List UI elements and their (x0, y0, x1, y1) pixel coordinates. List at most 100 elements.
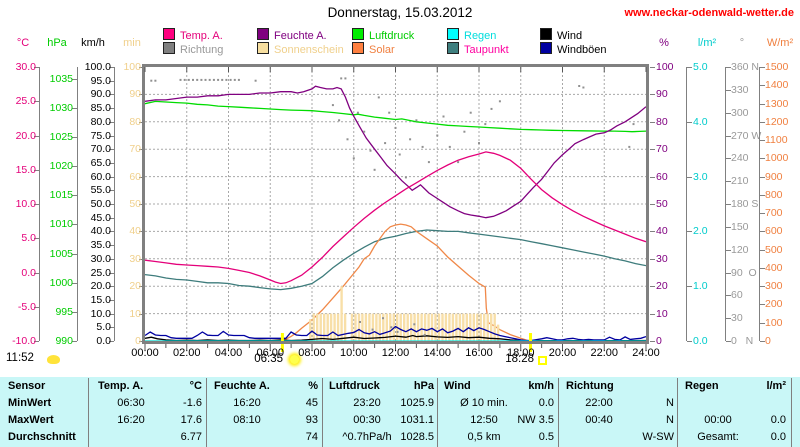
axis-tick-wind (109, 300, 114, 301)
axis-tick-label-humidity: 20 (656, 280, 668, 292)
axis-tick-solar (760, 177, 765, 178)
table-col-unit: hPa (413, 380, 434, 392)
axis-tick-wind (109, 314, 114, 315)
x-tick-label: 04:00 (214, 347, 243, 359)
table-row-label: MinWert (8, 397, 52, 409)
table-col-header: Feuchte A. (214, 380, 270, 392)
axis-tick-label-sunshine: 90 (129, 88, 141, 100)
axis-line-pressure (77, 67, 78, 341)
table-col-header: Wind (444, 380, 471, 392)
axis-tick-solar (760, 231, 765, 232)
axis-tick-solar (760, 268, 765, 269)
axis-tick-label-direction: 60 (731, 289, 743, 301)
axis-tick-humidity (650, 94, 655, 95)
axis-tick-label-wind: 35.0 (90, 239, 111, 251)
axis-tick-rain (687, 67, 692, 68)
table-cell: 0.5 (538, 431, 554, 443)
x-tick-label: 22:00 (590, 347, 619, 359)
axis-tick-direction (726, 273, 731, 274)
axis-tick-solar (760, 140, 765, 141)
axis-tick-label-pressure: 1015 (49, 189, 73, 201)
axis-tick-label-solar: 800 (765, 189, 783, 201)
axis-tick-direction (726, 318, 731, 319)
wind-swatch-icon (540, 28, 552, 40)
axis-tick-wind (109, 259, 114, 260)
axis-tick-label-humidity: 100 (656, 61, 674, 73)
legend-label: Luftdruck (369, 30, 415, 42)
legend-item-luftdruck: Luftdruck (352, 28, 415, 42)
axis-tick-label-direction: 210 (731, 175, 749, 187)
table-col-unit: km/h (528, 380, 554, 392)
table-divider (791, 378, 792, 447)
table-row-label: Sensor (8, 380, 46, 392)
axis-tick-label-rain: 5.0 (693, 61, 708, 73)
axis-tick-label-solar: 200 (765, 298, 783, 310)
axis-tick-label-humidity: 90 (656, 88, 668, 100)
axis-tick-label-wind: 100.0 (84, 61, 111, 73)
axis-tick-wind (109, 245, 114, 246)
axis-tick-pressure (72, 166, 77, 167)
axis-line-wind (114, 67, 115, 341)
axis-tick-label-wind: 20.0 (90, 280, 111, 292)
axis-tick-wind (109, 177, 114, 178)
x-tick-label: 02:00 (172, 347, 201, 359)
table-divider (558, 378, 559, 447)
legend-label: Sonnenschein (274, 44, 344, 56)
axis-tick-label-solar: 500 (765, 244, 783, 256)
legend-item-windb-en: Windböen (540, 42, 607, 56)
axis-tick-label-sunshine: 50 (129, 198, 141, 210)
legend-item-solar: Solar (352, 42, 395, 56)
axis-tick-sunshine (139, 341, 144, 342)
regen-swatch-icon (447, 28, 459, 40)
table-row-label: MaxWert (8, 414, 54, 426)
axis-tick-label-pressure: 1010 (49, 218, 73, 230)
axis-tick-humidity (650, 122, 655, 123)
table-cell: 93 (305, 414, 318, 426)
table-cell: N (666, 397, 674, 409)
axis-tick-label-humidity: 70 (656, 143, 668, 155)
axis-tick-sunshine (139, 204, 144, 205)
series-feuchte-a (145, 85, 646, 219)
axis-tick-wind (109, 149, 114, 150)
x-tick-label: 20:00 (548, 347, 577, 359)
axis-tick-label-wind: 10.0 (90, 308, 111, 320)
x-tick-label: 10:00 (339, 347, 368, 359)
table-cell: 22:00 (585, 397, 613, 409)
axis-tick-solar (760, 213, 765, 214)
axis-tick-wind (109, 81, 114, 82)
axis-tick-label-sunshine: 40 (129, 225, 141, 237)
axis-tick-solar (760, 85, 765, 86)
axis-tick-label-temp: -10.0 (12, 335, 36, 347)
axis-tick-label-direction: 360 N (731, 61, 760, 73)
axis-tick-label-wind: 95.0 (90, 75, 111, 87)
table-col-unit: % (308, 380, 318, 392)
axis-title-wind: km/h (81, 37, 105, 49)
site-url-link[interactable]: www.neckar-odenwald-wetter.de (624, 7, 794, 19)
series-sonnenschein (309, 286, 500, 341)
legend-label: Solar (369, 44, 395, 56)
axis-tick-sunshine (139, 67, 144, 68)
axis-tick-label-pressure: 995 (55, 306, 73, 318)
axis-tick-label-humidity: 0 (656, 335, 662, 347)
axis-line-rain (686, 67, 687, 341)
table-cell: 1031.1 (400, 414, 434, 426)
feuchte-a-swatch-icon (257, 28, 269, 40)
table-divider (322, 378, 323, 447)
table-cell: 1025.9 (400, 397, 434, 409)
axis-tick-label-wind: 15.0 (90, 294, 111, 306)
axis-tick-sunshine (139, 286, 144, 287)
axis-tick-wind (109, 108, 114, 109)
axis-tick-solar (760, 195, 765, 196)
axis-tick-temp (34, 307, 39, 308)
table-cell: 00:40 (585, 414, 613, 426)
x-tick-label: 12:00 (381, 347, 410, 359)
axis-tick-humidity (650, 204, 655, 205)
table-cell: 23:20 (353, 397, 381, 409)
axis-tick-humidity (650, 177, 655, 178)
table-cell: 17.6 (180, 414, 202, 426)
table-cell: 0.0 (538, 397, 554, 409)
table-cell: 06:30 (117, 397, 145, 409)
table-cell: 6.77 (180, 431, 202, 443)
axis-tick-pressure (72, 224, 77, 225)
axis-line-direction (725, 67, 726, 341)
